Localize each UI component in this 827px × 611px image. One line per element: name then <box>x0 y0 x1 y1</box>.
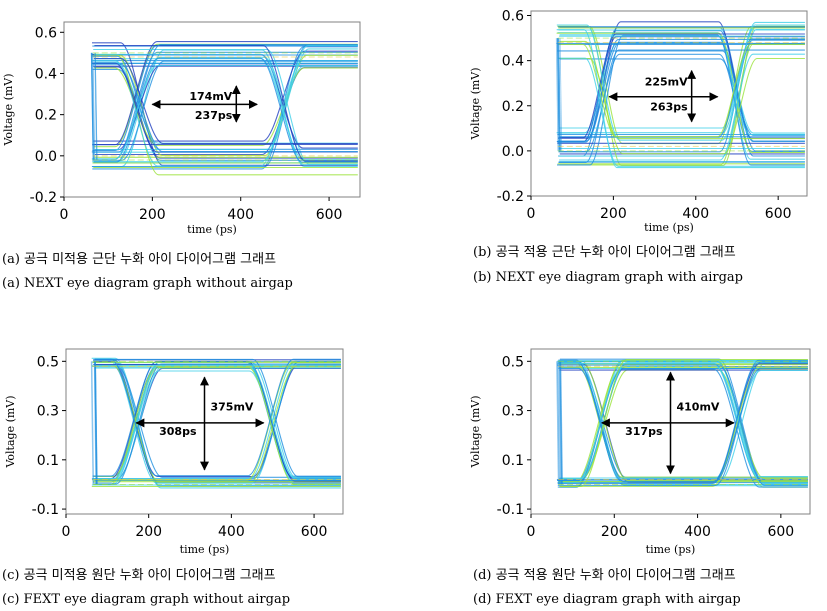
panel-c: -0.1 0.1 0.3 0.5 0 200 400 600 time (ps) Voltage … <box>0 335 360 569</box>
eye-diagram-chart-d: -0.1 0.1 0.3 0.5 0 200 400 600 time (ps) Voltage … <box>469 348 811 556</box>
y-tick-label: 0.3 <box>502 404 524 420</box>
measurement-annotations: 225mV 263ps <box>608 69 719 123</box>
y-tick-label: 0.5 <box>502 354 524 370</box>
y-tick-label: 0.4 <box>35 66 57 82</box>
y-tick-label: 0.2 <box>502 99 524 115</box>
x-tick-label: 200 <box>139 207 166 223</box>
panel-b: -0.2 0.0 0.2 0.4 0.6 0 200 400 600 time (ps) Volta… <box>465 0 827 246</box>
voltage-annotation-label: 225mV <box>645 75 688 88</box>
eye-traces <box>90 357 341 489</box>
x-tick-label: 600 <box>316 207 343 223</box>
y-tick-label: 0.3 <box>37 404 59 420</box>
caption-ko-d: (d) 공극 적용 원단 누화 아이 다이어그램 그래프 <box>473 568 736 583</box>
caption-en-b: (b) NEXT eye diagram graph with airgap <box>473 270 744 285</box>
y-axis-label: Voltage (mV) <box>469 67 482 140</box>
y-tick-label: 0.2 <box>35 108 57 124</box>
x-tick-label: 400 <box>218 524 245 540</box>
caption-en-a: (a) NEXT eye diagram graph without airga… <box>2 276 293 291</box>
y-tick-label: 0.6 <box>502 9 524 25</box>
x-tick-label: 200 <box>601 524 628 540</box>
x-tick-label: 400 <box>684 524 711 540</box>
x-tick-label: 600 <box>767 524 794 540</box>
x-tick-label: 0 <box>527 206 536 222</box>
x-tick-label: 600 <box>301 524 328 540</box>
voltage-annotation-label: 375mV <box>211 401 254 414</box>
voltage-annotation-label: 174mV <box>189 90 232 103</box>
y-tick-label: -0.1 <box>32 502 59 518</box>
x-tick-label: 200 <box>600 206 627 222</box>
eye-traces <box>90 41 358 176</box>
panel-d: -0.1 0.1 0.3 0.5 0 200 400 600 time (ps) Voltage … <box>465 335 827 569</box>
y-tick-label: 0.0 <box>502 144 524 160</box>
y-tick-label: 0.4 <box>502 54 524 70</box>
x-tick-label: 600 <box>765 206 792 222</box>
x-tick-label: 0 <box>527 524 536 540</box>
x-axis-label: time (ps) <box>646 543 696 556</box>
y-axis-label: Voltage (mV) <box>2 73 15 146</box>
time-annotation-label: 237ps <box>195 109 233 122</box>
eye-traces <box>555 21 805 169</box>
eye-traces <box>556 358 808 488</box>
measurement-annotations: 375mV 308ps <box>135 376 265 471</box>
x-tick-label: 400 <box>682 206 709 222</box>
time-annotation-label: 308ps <box>159 425 197 438</box>
time-annotation-label: 317ps <box>625 425 663 438</box>
y-tick-label: 0.5 <box>37 354 59 370</box>
x-axis-label: time (ps) <box>187 223 237 236</box>
x-axis-label: time (ps) <box>644 221 694 234</box>
eye-diagram-chart-b: -0.2 0.0 0.2 0.4 0.6 0 200 400 600 time (ps) Volta… <box>469 9 808 234</box>
measurement-annotations: 410mV 317ps <box>600 371 735 475</box>
caption-ko-a: (a) 공극 미적용 근단 누화 아이 다이어그램 그래프 <box>2 252 277 267</box>
caption-ko-b: (b) 공극 적용 근단 누화 아이 다이어그램 그래프 <box>473 245 736 260</box>
caption-ko-c: (c) 공극 미적용 원단 누화 아이 다이어그램 그래프 <box>2 568 276 583</box>
caption-en-d: (d) FEXT eye diagram graph with airgap <box>473 592 741 607</box>
y-tick-label: -0.2 <box>497 189 524 205</box>
x-tick-label: 0 <box>62 524 71 540</box>
x-axis-label: time (ps) <box>180 543 230 556</box>
y-tick-label: 0.1 <box>37 453 59 469</box>
voltage-annotation-label: 410mV <box>677 401 720 414</box>
y-tick-label: 0.0 <box>35 149 57 165</box>
x-tick-label: 0 <box>60 207 69 223</box>
y-tick-label: -0.1 <box>497 502 524 518</box>
y-tick-label: -0.2 <box>30 190 57 206</box>
y-axis-label: Voltage (mV) <box>4 395 17 468</box>
panel-a: -0.2 0.0 0.2 0.4 0.6 0 200 400 600 time (ps) Volta… <box>0 0 395 246</box>
eye-diagram-chart-a: -0.2 0.0 0.2 0.4 0.6 0 200 400 600 time (ps) Volta… <box>2 21 361 236</box>
caption-en-c: (c) FEXT eye diagram graph without airga… <box>2 592 291 607</box>
y-tick-label: 0.6 <box>35 25 57 41</box>
y-axis-label: Voltage (mV) <box>469 395 482 468</box>
x-tick-label: 400 <box>227 207 254 223</box>
y-tick-label: 0.1 <box>502 453 524 469</box>
time-annotation-label: 263ps <box>650 100 688 113</box>
measurement-annotations: 174mV 237ps <box>151 85 258 123</box>
x-tick-label: 200 <box>135 524 162 540</box>
eye-diagram-chart-c: -0.1 0.1 0.3 0.5 0 200 400 600 time (ps) Voltage … <box>4 348 344 556</box>
